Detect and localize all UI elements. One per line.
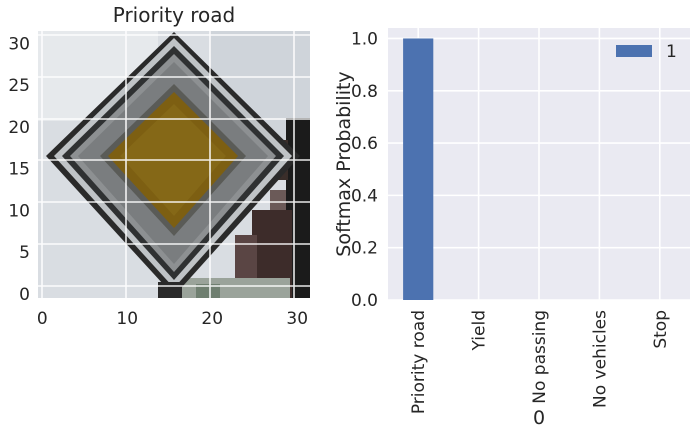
- legend: 1: [616, 42, 677, 62]
- image-x-tick-label: 30: [286, 309, 308, 329]
- image-y-tick-label: 15: [8, 160, 30, 180]
- x-tick-label: No passing: [530, 310, 550, 404]
- image-title: Priority road: [113, 3, 236, 27]
- traffic-sign-image: [38, 31, 310, 298]
- image-x-ticks: 0 10 20 30: [37, 309, 308, 329]
- legend-label: 1: [666, 42, 677, 62]
- bar-gridlines: [388, 28, 690, 301]
- y-tick-label: 0.6: [351, 134, 378, 154]
- legend-swatch: [616, 45, 652, 57]
- sign-image-panel: Priority road: [8, 3, 310, 329]
- y-tick-label: 0.4: [351, 186, 378, 206]
- x-tick-label: No vehicles: [590, 310, 610, 408]
- image-x-tick-label: 10: [116, 309, 138, 329]
- image-y-ticks: 0 5 10 15 20 25 30: [8, 35, 30, 305]
- image-y-tick-label: 10: [8, 201, 30, 221]
- y-tick-label: 1.0: [351, 29, 378, 49]
- y-tick-labels: 0.0 0.2 0.4 0.6 0.8 1.0: [351, 29, 378, 311]
- image-gridlines: [38, 31, 310, 298]
- image-y-tick-label: 25: [8, 76, 30, 96]
- y-tick-label: 0.2: [351, 239, 378, 259]
- image-y-tick-label: 5: [19, 243, 30, 263]
- image-y-tick-label: 0: [19, 285, 30, 305]
- y-axis-label: Softmax Probability: [333, 71, 355, 256]
- image-y-tick-label: 30: [8, 35, 30, 55]
- image-x-tick-label: 0: [37, 309, 48, 329]
- x-tick-label: Priority road: [409, 310, 429, 414]
- image-x-tick-label: 20: [201, 309, 223, 329]
- bar-chart-panel: 0.0 0.2 0.4 0.6 0.8 1.0 Priority road Yield No …: [333, 28, 690, 429]
- x-axis-label: 0: [533, 407, 545, 429]
- y-tick-label: 0.0: [351, 291, 378, 311]
- x-tick-label: Yield: [470, 310, 490, 351]
- bar: [403, 38, 434, 300]
- image-y-tick-label: 20: [8, 118, 30, 138]
- x-tick-label: Stop: [651, 310, 671, 349]
- x-tick-labels: Priority road Yield No passing No vehicles S…: [409, 310, 671, 414]
- bars: [403, 38, 434, 300]
- y-tick-label: 0.8: [351, 82, 378, 102]
